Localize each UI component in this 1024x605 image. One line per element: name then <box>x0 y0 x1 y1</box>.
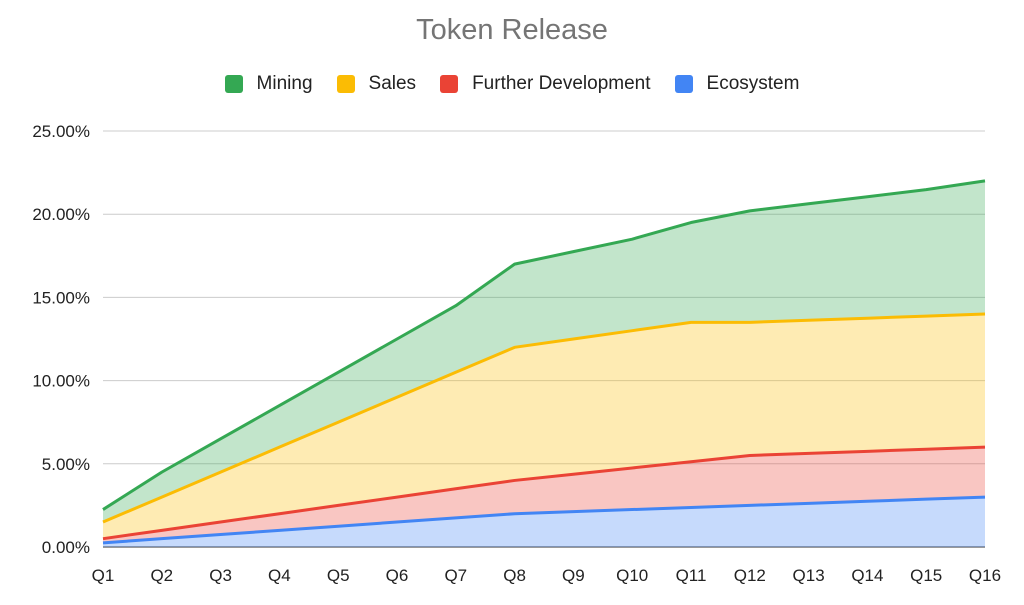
x-tick-label: Q11 <box>676 566 707 585</box>
legend-item-further-development: Further Development <box>440 73 651 95</box>
area-ecosystem <box>103 497 985 547</box>
x-tick-label: Q1 <box>92 566 115 585</box>
x-tick-label: Q10 <box>616 566 648 585</box>
legend-item-mining: Mining <box>224 73 313 95</box>
line-mining <box>102 179 986 511</box>
legend-label: Mining <box>256 73 313 94</box>
x-tick-label: Q14 <box>851 566 883 585</box>
legend-item-sales: Sales <box>336 73 417 95</box>
x-tick-label: Q12 <box>734 566 766 585</box>
y-tick-label: 15.00% <box>32 288 90 307</box>
legend-label: Further Development <box>472 73 651 94</box>
x-tick-label: Q6 <box>386 566 409 585</box>
legend-swatch <box>440 75 459 93</box>
area-sales <box>103 314 985 539</box>
legend-swatch <box>336 75 355 93</box>
legend-label: Sales <box>368 73 417 94</box>
y-tick-label: 0.00% <box>42 538 90 557</box>
area-further-development <box>103 447 985 543</box>
y-tick-label: 20.00% <box>32 205 90 224</box>
legend-item-ecosystem: Ecosystem <box>674 73 800 95</box>
y-tick-label: 25.00% <box>32 122 90 141</box>
x-tick-label: Q15 <box>910 566 942 585</box>
chart-title: Token Release <box>416 14 608 46</box>
x-tick-label: Q8 <box>503 566 526 585</box>
x-tick-label: Q2 <box>150 566 173 585</box>
x-tick-label: Q9 <box>562 566 585 585</box>
x-tick-label: Q4 <box>268 566 291 585</box>
legend-swatch <box>674 75 693 93</box>
area-mining <box>103 180 985 523</box>
y-tick-label: 5.00% <box>42 455 90 474</box>
legend-swatch <box>224 75 243 93</box>
x-tick-label: Q7 <box>444 566 467 585</box>
legend: Mining Sales Further Development Ecosystem <box>0 73 1024 95</box>
legend-label: Ecosystem <box>706 73 800 94</box>
x-tick-label: Q13 <box>793 566 825 585</box>
line-sales <box>102 312 986 524</box>
line-ecosystem <box>102 495 986 545</box>
y-tick-label: 10.00% <box>32 372 90 391</box>
x-tick-label: Q5 <box>327 566 350 585</box>
x-tick-label: Q16 <box>969 566 1001 585</box>
line-further-development <box>102 445 986 541</box>
x-tick-label: Q3 <box>209 566 232 585</box>
